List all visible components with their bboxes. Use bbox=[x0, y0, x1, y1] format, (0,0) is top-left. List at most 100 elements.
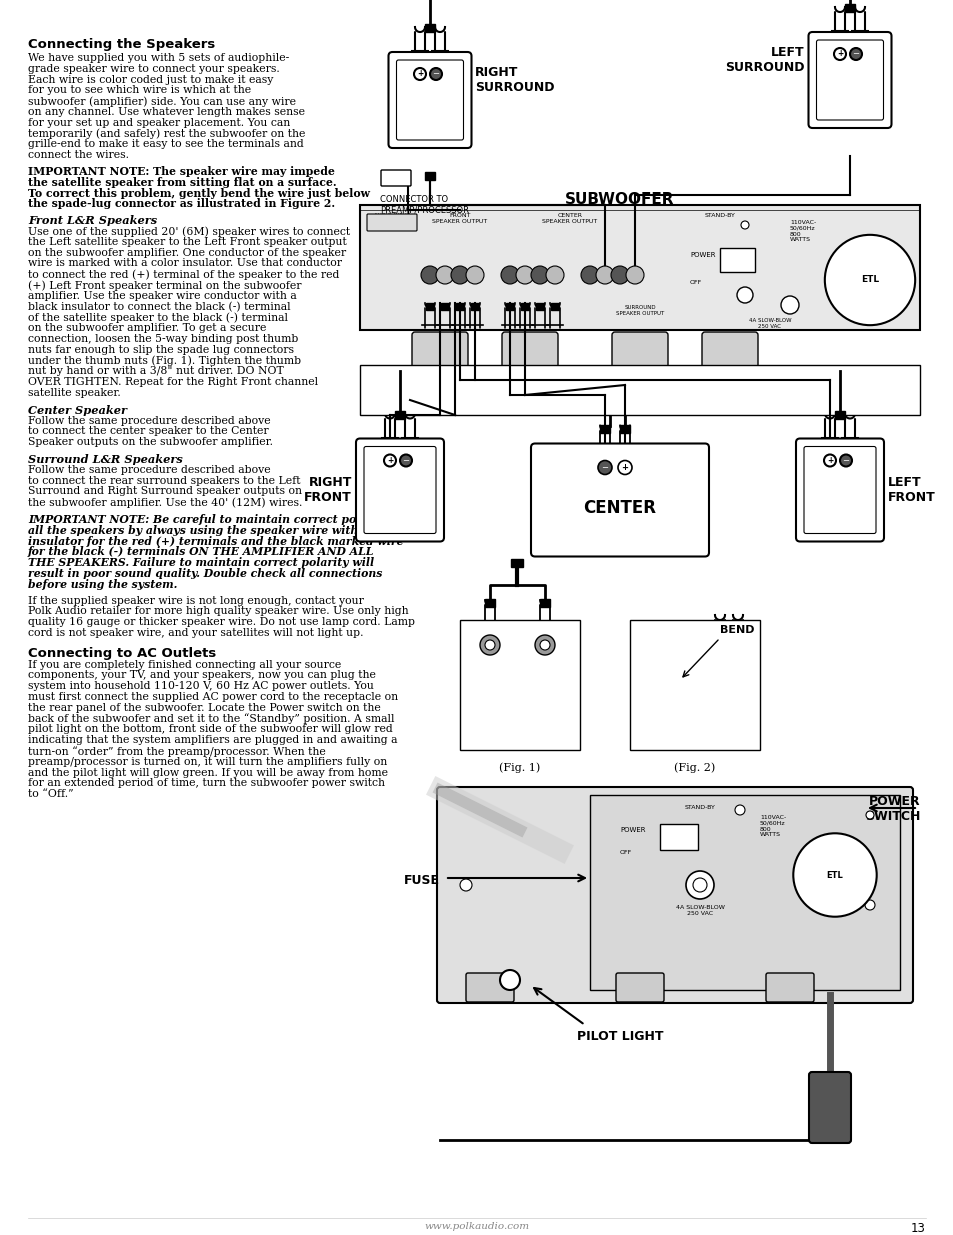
Text: AUDIO INPUT: AUDIO INPUT bbox=[374, 212, 410, 219]
Text: PILOT LIGHT: PILOT LIGHT bbox=[577, 1030, 662, 1044]
Text: LEFT
SURROUND: LEFT SURROUND bbox=[724, 46, 804, 74]
Text: CENTER
SPEAKER OUTPUT: CENTER SPEAKER OUTPUT bbox=[542, 212, 597, 224]
Text: to connect the red (+) terminal of the speaker to the red: to connect the red (+) terminal of the s… bbox=[28, 269, 339, 280]
Text: for you to see which wire is which at the: for you to see which wire is which at th… bbox=[28, 85, 251, 95]
Text: must first connect the supplied AC power cord to the receptacle on: must first connect the supplied AC power… bbox=[28, 692, 397, 701]
Circle shape bbox=[430, 68, 441, 80]
Text: STAND-BY: STAND-BY bbox=[684, 805, 715, 810]
Circle shape bbox=[399, 454, 412, 467]
Circle shape bbox=[840, 454, 851, 467]
Text: and the pilot light will glow green. If you will be away from home: and the pilot light will glow green. If … bbox=[28, 768, 388, 778]
Text: BEND: BEND bbox=[720, 625, 754, 635]
Circle shape bbox=[436, 266, 454, 284]
Bar bbox=[629, 620, 760, 750]
Text: black insulator to connect the black (-) terminal: black insulator to connect the black (-)… bbox=[28, 301, 291, 312]
Text: amplifier. Use the speaker wire conductor with a: amplifier. Use the speaker wire conducto… bbox=[28, 290, 296, 301]
Bar bbox=[459, 620, 579, 750]
Text: OVER TIGHTEN. Repeat for the Right Front channel: OVER TIGHTEN. Repeat for the Right Front… bbox=[28, 377, 317, 388]
Bar bbox=[539, 599, 550, 606]
Circle shape bbox=[625, 266, 643, 284]
Bar bbox=[619, 425, 629, 432]
Text: connection, loosen the 5-way binding post thumb: connection, loosen the 5-way binding pos… bbox=[28, 333, 298, 345]
Text: OFF: OFF bbox=[619, 850, 632, 855]
FancyBboxPatch shape bbox=[355, 438, 443, 541]
Circle shape bbox=[500, 266, 518, 284]
Text: +: + bbox=[387, 456, 393, 466]
Circle shape bbox=[531, 266, 548, 284]
Text: under the thumb nuts (Fig. 1). Tighten the thumb: under the thumb nuts (Fig. 1). Tighten t… bbox=[28, 356, 301, 366]
Circle shape bbox=[465, 266, 483, 284]
Text: to connect the center speaker to the Center: to connect the center speaker to the Cen… bbox=[28, 426, 269, 436]
Text: +: + bbox=[826, 456, 832, 466]
Circle shape bbox=[420, 266, 438, 284]
Text: 110VAC-
50/60Hz
800
WATTS: 110VAC- 50/60Hz 800 WATTS bbox=[789, 220, 816, 242]
Text: OFF: OFF bbox=[689, 279, 701, 284]
Text: components, your TV, and your speakers, now you can plug the: components, your TV, and your speakers, … bbox=[28, 671, 375, 680]
Text: quality 16 gauge or thicker speaker wire. Do not use lamp cord. Lamp: quality 16 gauge or thicker speaker wire… bbox=[28, 618, 415, 627]
Text: back of the subwoofer and set it to the “Standby” position. A small: back of the subwoofer and set it to the … bbox=[28, 714, 395, 725]
Circle shape bbox=[414, 68, 426, 80]
Circle shape bbox=[781, 296, 799, 314]
FancyBboxPatch shape bbox=[765, 973, 813, 1002]
Bar bbox=[484, 599, 495, 606]
Text: Front L&R Speakers: Front L&R Speakers bbox=[28, 215, 157, 226]
Bar bbox=[536, 303, 543, 310]
Text: satellite speaker.: satellite speaker. bbox=[28, 388, 121, 398]
Text: to “Off.”: to “Off.” bbox=[28, 789, 73, 799]
Bar bbox=[440, 303, 449, 310]
Text: nuts far enough to slip the spade lug connectors: nuts far enough to slip the spade lug co… bbox=[28, 345, 294, 354]
Text: 4A SLOW-BLOW
250 VAC: 4A SLOW-BLOW 250 VAC bbox=[748, 317, 790, 329]
Circle shape bbox=[849, 48, 862, 61]
Text: to connect the rear surround speakers to the Left: to connect the rear surround speakers to… bbox=[28, 475, 300, 485]
Text: www.polkaudio.com: www.polkaudio.com bbox=[424, 1221, 529, 1231]
Text: LEFT
FRONT: LEFT FRONT bbox=[887, 475, 935, 504]
Circle shape bbox=[596, 266, 614, 284]
Circle shape bbox=[891, 277, 897, 283]
Circle shape bbox=[685, 871, 713, 899]
Text: FRONT
SPEAKER OUTPUT: FRONT SPEAKER OUTPUT bbox=[432, 212, 487, 224]
Text: Connecting to AC Outlets: Connecting to AC Outlets bbox=[28, 647, 216, 659]
Circle shape bbox=[499, 969, 519, 990]
Circle shape bbox=[692, 878, 706, 892]
FancyBboxPatch shape bbox=[612, 332, 667, 398]
FancyBboxPatch shape bbox=[501, 332, 558, 398]
Text: Connecting the Speakers: Connecting the Speakers bbox=[28, 38, 215, 51]
Text: ETL: ETL bbox=[860, 275, 878, 284]
Text: Use one of the supplied 20' (6M) speaker wires to connect: Use one of the supplied 20' (6M) speaker… bbox=[28, 226, 350, 237]
Circle shape bbox=[545, 266, 563, 284]
Text: RIGHT
SURROUND: RIGHT SURROUND bbox=[475, 65, 554, 94]
Text: Follow the same procedure described above: Follow the same procedure described abov… bbox=[28, 416, 271, 426]
Circle shape bbox=[479, 635, 499, 655]
Text: FUSE: FUSE bbox=[403, 873, 439, 887]
Text: 4A SLOW-BLOW
250 VAC: 4A SLOW-BLOW 250 VAC bbox=[675, 905, 723, 916]
Text: the spade-lug connector as illustrated in Figure 2.: the spade-lug connector as illustrated i… bbox=[28, 199, 335, 210]
Text: POWER
SWITCH: POWER SWITCH bbox=[864, 795, 920, 823]
Circle shape bbox=[451, 266, 469, 284]
Bar bbox=[359, 205, 919, 330]
FancyBboxPatch shape bbox=[465, 973, 514, 1002]
Bar bbox=[834, 410, 844, 419]
Circle shape bbox=[459, 879, 472, 890]
Circle shape bbox=[737, 287, 752, 303]
Text: insulator for the red (+) terminals and the black marked wire: insulator for the red (+) terminals and … bbox=[28, 536, 403, 547]
Bar bbox=[426, 303, 434, 310]
FancyBboxPatch shape bbox=[396, 61, 463, 140]
FancyBboxPatch shape bbox=[795, 438, 883, 541]
Circle shape bbox=[516, 266, 534, 284]
Circle shape bbox=[384, 454, 395, 467]
Text: Each wire is color coded just to make it easy: Each wire is color coded just to make it… bbox=[28, 74, 274, 85]
FancyBboxPatch shape bbox=[816, 40, 882, 120]
FancyBboxPatch shape bbox=[531, 443, 708, 557]
Circle shape bbox=[580, 266, 598, 284]
Bar bbox=[424, 172, 435, 180]
Text: Polk Audio retailer for more high quality speaker wire. Use only high: Polk Audio retailer for more high qualit… bbox=[28, 606, 408, 616]
Circle shape bbox=[864, 900, 874, 910]
Text: −: − bbox=[601, 463, 608, 472]
Bar bbox=[511, 559, 522, 567]
Text: IMPORTANT NOTE: Be careful to maintain correct polarity on: IMPORTANT NOTE: Be careful to maintain c… bbox=[28, 514, 407, 525]
Text: 110VAC-
50/60Hz
800
WATTS: 110VAC- 50/60Hz 800 WATTS bbox=[760, 815, 785, 837]
Text: RIGHT
FRONT: RIGHT FRONT bbox=[304, 475, 352, 504]
Text: pilot light on the bottom, front side of the subwoofer will glow red: pilot light on the bottom, front side of… bbox=[28, 725, 393, 735]
Text: cord is not speaker wire, and your satellites will not light up.: cord is not speaker wire, and your satel… bbox=[28, 629, 363, 638]
Bar bbox=[395, 410, 405, 419]
